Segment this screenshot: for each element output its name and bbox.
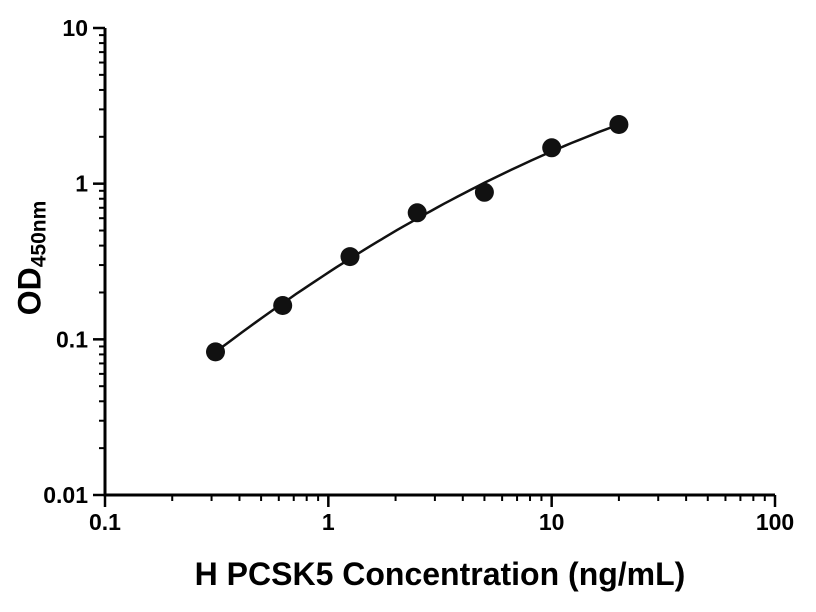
y-tick-label: 0.1 [56,326,88,352]
y-tick-label: 1 [75,171,88,197]
data-point [542,138,562,158]
data-point [609,115,629,134]
y-tick-label: 0.01 [43,482,88,508]
data-point [407,203,427,223]
x-tick-label: 0.1 [89,509,121,535]
x-tick-label: 100 [756,509,794,535]
y-axis-title-main: OD [11,267,48,316]
data-point [206,342,225,362]
x-tick-label: 10 [539,509,565,535]
y-axis-title-subscript: 450nm [27,200,51,268]
data-point [340,247,360,267]
y-axis-title: OD450nm [11,200,51,316]
x-tick-label: 1 [322,509,335,535]
data-point [474,182,494,202]
fit-curve [214,123,621,354]
y-tick-label: 10 [62,15,88,41]
x-axis-title: H PCSK5 Concentration (ng/mL) [194,556,686,592]
data-point [273,296,293,315]
